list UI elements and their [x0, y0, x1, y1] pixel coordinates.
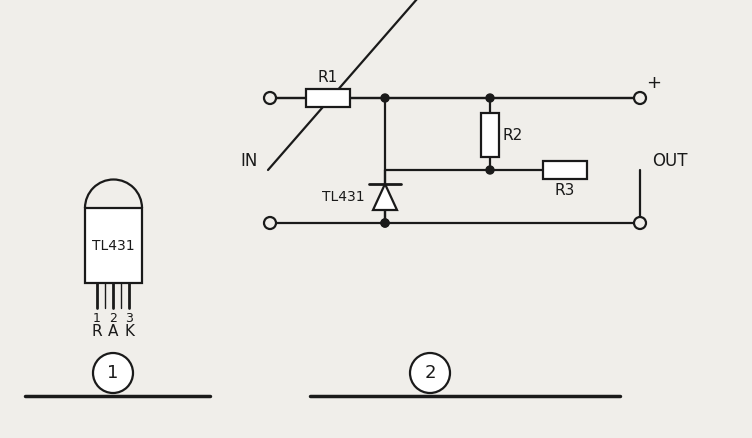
Text: R3: R3: [555, 183, 575, 198]
Text: OUT: OUT: [652, 152, 687, 170]
Bar: [543, 161, 587, 179]
Text: 2: 2: [424, 364, 435, 382]
Text: R1: R1: [318, 70, 338, 85]
Circle shape: [264, 92, 276, 104]
Text: TL431: TL431: [92, 239, 135, 252]
Text: IN: IN: [241, 152, 258, 170]
Circle shape: [634, 217, 646, 229]
Bar: [306, 89, 350, 107]
Circle shape: [93, 353, 133, 393]
Text: 1: 1: [93, 311, 101, 325]
Circle shape: [381, 219, 389, 227]
Text: +: +: [646, 74, 661, 92]
Text: K: K: [124, 324, 134, 339]
Circle shape: [636, 219, 644, 227]
Text: A: A: [108, 324, 118, 339]
Bar: [85, 208, 142, 283]
Circle shape: [381, 219, 389, 227]
Text: 2: 2: [109, 311, 117, 325]
Text: R: R: [92, 324, 102, 339]
Polygon shape: [373, 184, 397, 210]
Circle shape: [264, 217, 276, 229]
Text: 1: 1: [108, 364, 119, 382]
Text: TL431: TL431: [323, 190, 365, 204]
Bar: [481, 113, 499, 157]
Circle shape: [486, 166, 494, 174]
Text: 3: 3: [125, 311, 133, 325]
Circle shape: [634, 92, 646, 104]
Circle shape: [486, 94, 494, 102]
Circle shape: [381, 94, 389, 102]
Text: R2: R2: [503, 127, 523, 142]
Circle shape: [410, 353, 450, 393]
